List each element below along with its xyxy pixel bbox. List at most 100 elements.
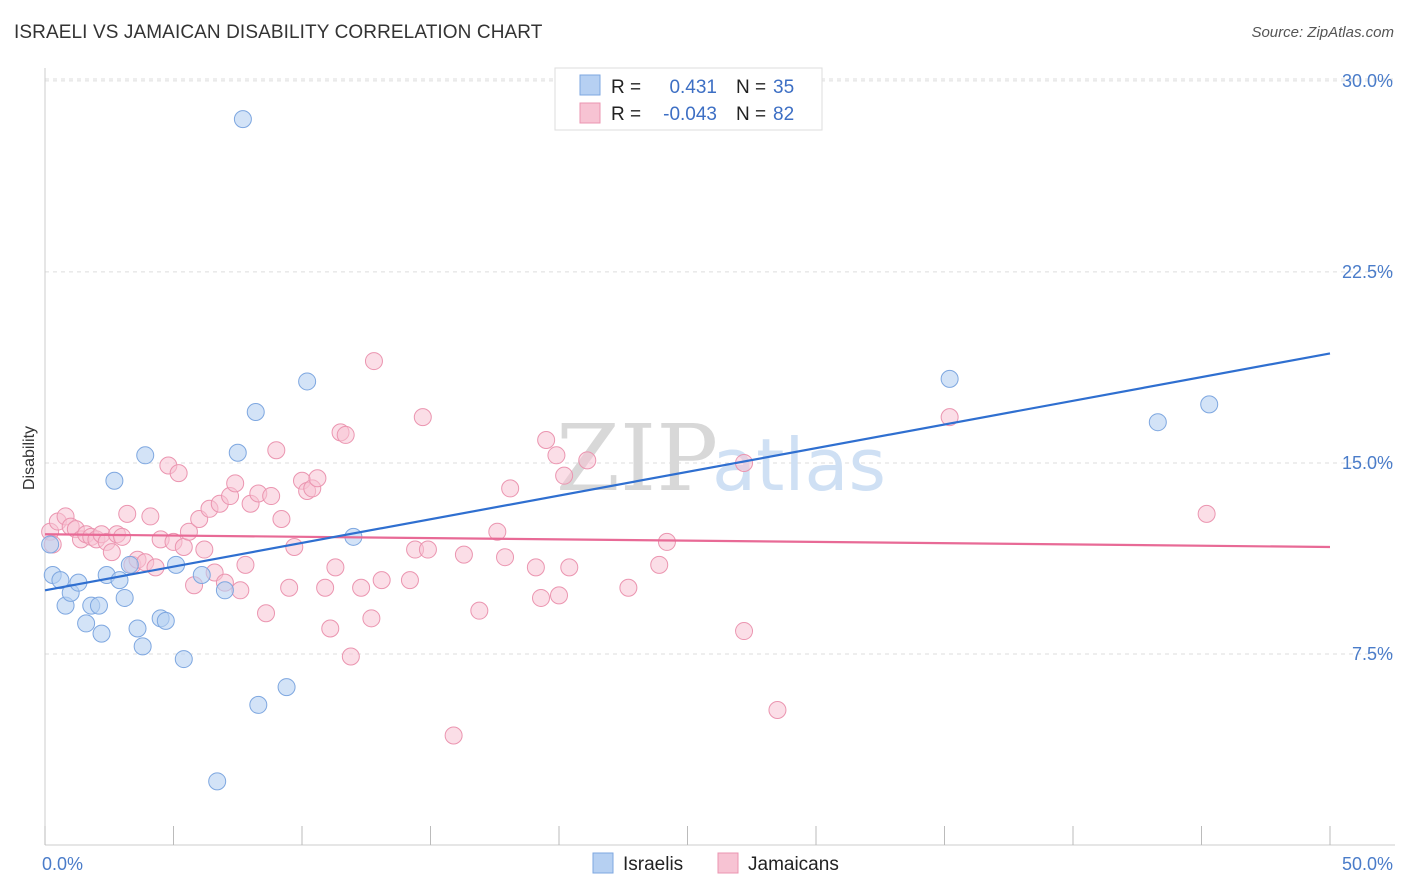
jamaicans-point xyxy=(280,578,299,597)
jamaicans-point xyxy=(413,408,432,427)
jamaicans-point xyxy=(532,588,551,607)
y-tick-labels: 7.5% 15.0% 22.5% 30.0% xyxy=(1342,71,1393,664)
watermark: ZIP atlas xyxy=(556,405,886,512)
jamaicans-point xyxy=(146,558,165,577)
jamaicans-point xyxy=(496,548,515,567)
israelis-point xyxy=(133,637,152,656)
israelis-point xyxy=(51,571,70,590)
legend-jamaicans-r-label: R = xyxy=(611,104,641,125)
y-tick-label: 7.5% xyxy=(1352,644,1393,664)
israelis-point xyxy=(940,369,959,388)
jamaicans-point xyxy=(308,469,327,488)
jamaicans-point xyxy=(768,701,787,720)
legend-jamaicans-n-value: 82 xyxy=(773,104,794,125)
israelis-point xyxy=(41,535,60,554)
jamaicans-point xyxy=(141,507,160,526)
jamaicans-point xyxy=(547,446,566,465)
israelis-point xyxy=(115,588,134,607)
source-label: Source: ZipAtlas.com xyxy=(1251,24,1394,41)
jamaicans-point xyxy=(578,451,597,470)
jamaicans-point xyxy=(501,479,520,498)
jamaicans-point xyxy=(364,352,383,371)
israelis-point xyxy=(156,611,175,630)
y-axis-label: Disability xyxy=(21,426,38,490)
x-tick-label: 0.0% xyxy=(42,854,83,874)
jamaicans-point xyxy=(470,601,489,620)
jamaicans-point xyxy=(352,578,371,597)
legend-jamaicans-r-value: -0.043 xyxy=(663,104,717,125)
jamaicans-point xyxy=(257,604,276,623)
jamaicans-point xyxy=(341,647,360,666)
bottom-legend: Israelis Jamaicans xyxy=(592,852,839,875)
jamaicans-point xyxy=(236,555,255,574)
israelis-point xyxy=(192,566,211,585)
israelis-trend-line xyxy=(44,352,1331,592)
jamaicans-point xyxy=(226,474,245,493)
israelis-point xyxy=(1148,413,1167,432)
israelis-point xyxy=(128,619,147,638)
jamaicans-point xyxy=(336,425,355,444)
jamaicans-point xyxy=(362,609,381,628)
jamaicans-point xyxy=(940,408,959,427)
jamaicans-point xyxy=(550,586,568,605)
jamaicans-point xyxy=(321,619,340,638)
y-tick-label: 22.5% xyxy=(1342,262,1393,282)
israelis-point xyxy=(92,624,111,643)
israelis-point xyxy=(110,571,129,590)
jamaicans-point xyxy=(195,540,214,559)
legend-israelis-n-label: N = xyxy=(736,77,766,98)
trend-lines xyxy=(44,352,1331,592)
jamaicans-point xyxy=(267,441,286,460)
legend: R = 0.431 N = 35 R = -0.043 N = 82 xyxy=(554,67,823,131)
israelis-point xyxy=(298,372,317,391)
jamaicans-point xyxy=(262,487,281,506)
jamaicans-point xyxy=(272,509,291,528)
jamaicans-point xyxy=(102,543,121,562)
chart-title: ISRAELI VS JAMAICAN DISABILITY CORRELATI… xyxy=(14,22,543,43)
israelis-point xyxy=(136,446,155,465)
bottom-legend-israelis: Israelis xyxy=(623,854,683,875)
jamaicans-point xyxy=(444,726,463,745)
jamaicans-point xyxy=(174,538,193,557)
israelis-point xyxy=(277,678,296,697)
israelis-point xyxy=(105,471,124,490)
jamaicans-point xyxy=(372,571,391,590)
jamaicans-point xyxy=(454,545,473,564)
israelis-point xyxy=(208,772,227,791)
legend-swatch-jamaicans xyxy=(579,102,601,124)
jamaicans-point xyxy=(418,540,437,559)
israelis-point xyxy=(1200,395,1219,414)
israelis-point xyxy=(77,614,96,633)
jamaicans-point xyxy=(488,522,507,541)
israelis-point xyxy=(233,110,252,129)
jamaicans-point xyxy=(537,431,556,450)
jamaicans-point xyxy=(657,532,676,551)
israelis-point xyxy=(215,581,234,600)
legend-swatch-israelis xyxy=(579,74,601,96)
bottom-legend-jamaicans: Jamaicans xyxy=(748,854,839,875)
jamaicans-point xyxy=(285,538,304,557)
israelis-point xyxy=(246,403,265,422)
jamaicans-point xyxy=(1197,504,1216,523)
jamaicans-point xyxy=(326,558,345,577)
x-tick-label: 50.0% xyxy=(1342,854,1393,874)
x-tick-labels: 0.0% 50.0% xyxy=(42,854,1393,874)
axes xyxy=(44,68,1395,846)
israelis-points xyxy=(41,110,1219,791)
jamaicans-point xyxy=(560,558,579,577)
legend-israelis-n-value: 35 xyxy=(773,77,794,98)
bottom-legend-swatch-israelis xyxy=(592,852,614,874)
jamaicans-point xyxy=(555,466,574,485)
israelis-point xyxy=(89,596,108,615)
legend-jamaicans-n-label: N = xyxy=(736,104,766,125)
bottom-legend-swatch-jamaicans xyxy=(717,852,739,874)
y-tick-label: 15.0% xyxy=(1342,453,1393,473)
israelis-point xyxy=(228,443,247,462)
jamaicans-point xyxy=(400,571,419,590)
y-tick-label: 30.0% xyxy=(1342,71,1393,91)
jamaicans-point xyxy=(231,581,250,600)
jamaicans-point xyxy=(113,527,132,546)
jamaicans-point xyxy=(118,504,137,523)
jamaicans-point xyxy=(316,578,335,597)
